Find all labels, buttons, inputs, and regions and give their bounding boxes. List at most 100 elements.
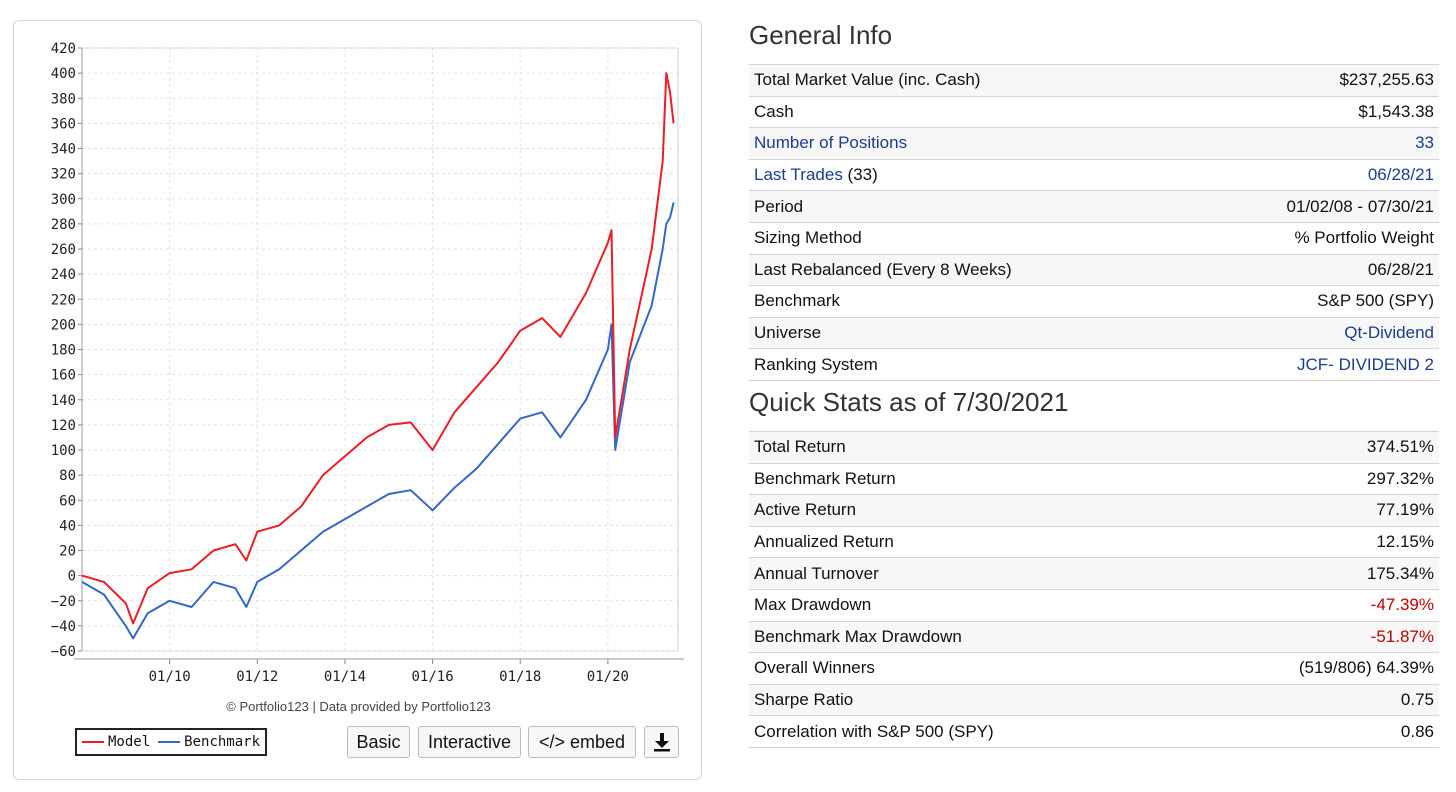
row-value: 06/28/21: [1183, 253, 1439, 287]
y-tick-label: 300: [51, 192, 76, 208]
row-label: Sizing Method: [749, 221, 1184, 255]
y-tick-label: 400: [51, 66, 76, 82]
row-label: Overall Winners: [749, 652, 1186, 685]
row-label: Number of Positions: [749, 127, 1184, 160]
legend-label-model: Model: [108, 734, 151, 750]
table-row: Last Rebalanced (Every 8 Weeks) 06/28/21: [749, 253, 1439, 287]
row-value: $1,543.38: [1183, 95, 1439, 129]
row-value: 77.19%: [1185, 494, 1439, 527]
row-value: 01/02/08 - 07/30/21: [1183, 190, 1439, 223]
row-label: Universe: [749, 316, 1184, 350]
table-row: Sharpe Ratio 0.75: [749, 683, 1439, 717]
row-value: 33: [1183, 127, 1439, 160]
y-tick-label: 160: [51, 368, 76, 384]
row-label: Total Market Value (inc. Cash): [749, 64, 1184, 97]
row-label: Total Return: [749, 431, 1186, 464]
quick-stats-title: Quick Stats as of 7/30/2021: [749, 387, 1069, 417]
row-value: S&P 500 (SPY): [1183, 285, 1439, 318]
ranking-system-link[interactable]: JCF- DIVIDEND 2: [1297, 354, 1434, 374]
y-tick-label: −40: [51, 619, 76, 635]
x-tick-label: 01/20: [587, 669, 629, 685]
x-tick-label: 01/18: [499, 669, 541, 685]
row-label: Benchmark Max Drawdown: [749, 620, 1186, 654]
row-value: -47.39%: [1185, 588, 1439, 622]
row-value: (519/806) 64.39%: [1185, 652, 1439, 685]
chart-copyright: © Portfolio123 | Data provided by Portfo…: [226, 699, 491, 714]
row-value: $237,255.63: [1183, 64, 1439, 97]
y-tick-label: 80: [59, 468, 76, 484]
table-row: Correlation with S&P 500 (SPY) 0.86: [749, 715, 1439, 748]
table-row: Universe Qt-Dividend: [749, 316, 1439, 350]
y-tick-label: 120: [51, 418, 76, 434]
series-line-benchmark: [81, 202, 675, 640]
plot-area: [81, 47, 679, 652]
x-tick-label: 01/14: [324, 669, 366, 685]
y-tick-label: 420: [51, 41, 76, 57]
y-tick-label: 320: [51, 167, 76, 183]
row-label: Benchmark Return: [749, 462, 1186, 496]
row-label: Ranking System: [749, 348, 1184, 381]
row-value: -51.87%: [1185, 620, 1439, 654]
universe-link[interactable]: Qt-Dividend: [1344, 323, 1434, 343]
y-tick-label: 100: [51, 443, 76, 459]
row-label: Correlation with S&P 500 (SPY): [749, 715, 1186, 748]
row-label: Period: [749, 190, 1184, 223]
series-line-model: [81, 72, 675, 625]
legend-swatch-benchmark: [158, 741, 181, 743]
table-row: Overall Winners (519/806) 64.39%: [749, 652, 1439, 685]
last-trades-count: (33): [842, 165, 878, 185]
embed-button[interactable]: </> embed: [528, 726, 636, 758]
table-row: Sizing Method % Portfolio Weight: [749, 221, 1439, 255]
general-info-table: Total Market Value (inc. Cash) $237,255.…: [749, 64, 1439, 381]
legend-label-benchmark: Benchmark: [184, 734, 261, 750]
performance-chart: −60 −40 −20 0 20 40 60 80 100 120 140 160 180 200 220 2…: [51, 41, 684, 685]
row-value: % Portfolio Weight: [1183, 221, 1439, 255]
row-value: 12.15%: [1185, 525, 1439, 559]
legend-swatch-model: [82, 741, 104, 743]
y-tick-label: 220: [51, 292, 76, 308]
number-of-positions-link[interactable]: Number of Positions: [754, 133, 908, 153]
table-row: Active Return 77.19%: [749, 494, 1439, 527]
general-info-title: General Info: [749, 20, 893, 50]
row-label: Annual Turnover: [749, 557, 1186, 590]
basic-button[interactable]: Basic: [347, 726, 410, 758]
table-row: Cash $1,543.38: [749, 95, 1439, 129]
y-tick-label: 60: [59, 493, 76, 509]
download-button[interactable]: [644, 726, 679, 758]
y-tick-label: 340: [51, 142, 76, 158]
table-row: Total Market Value (inc. Cash) $237,255.…: [749, 64, 1439, 97]
y-tick-label: −20: [51, 594, 76, 610]
x-tick-label: 01/10: [149, 669, 191, 685]
last-trades-link[interactable]: Last Trades: [754, 165, 843, 185]
y-tick-label: −60: [51, 644, 76, 660]
table-row: Number of Positions 33: [749, 127, 1439, 160]
y-tick-label: 200: [51, 317, 76, 333]
x-tick-label: 01/12: [236, 669, 278, 685]
table-row: Period 01/02/08 - 07/30/21: [749, 190, 1439, 223]
y-tick-label: 260: [51, 242, 76, 258]
y-tick-label: 0: [68, 569, 76, 585]
y-tick-label: 180: [51, 343, 76, 359]
table-row: Annual Turnover 175.34%: [749, 557, 1439, 590]
table-row: Ranking System JCF- DIVIDEND 2: [749, 348, 1439, 381]
row-value: 175.34%: [1185, 557, 1439, 590]
row-label: Last Rebalanced (Every 8 Weeks): [749, 253, 1184, 287]
row-value: JCF- DIVIDEND 2: [1183, 348, 1439, 381]
table-row: Last Trades (33) 06/28/21: [749, 158, 1439, 192]
interactive-button[interactable]: Interactive: [418, 726, 521, 758]
row-value: 0.86: [1185, 715, 1439, 748]
y-tick-label: 280: [51, 217, 76, 233]
row-label: Cash: [749, 95, 1184, 129]
y-tick-label: 140: [51, 393, 76, 409]
last-trades-date-link[interactable]: 06/28/21: [1367, 165, 1434, 185]
row-value: Qt-Dividend: [1183, 316, 1439, 350]
row-value: 374.51%: [1185, 431, 1439, 464]
chart-legend: Model Benchmark: [75, 728, 268, 756]
positions-count-link[interactable]: 33: [1415, 133, 1434, 153]
row-value: 0.75: [1185, 683, 1439, 717]
row-value: 06/28/21: [1183, 158, 1439, 192]
table-row: Max Drawdown -47.39%: [749, 588, 1439, 622]
table-row: Benchmark Max Drawdown -51.87%: [749, 620, 1439, 654]
y-tick-label: 20: [59, 544, 76, 560]
row-label: Max Drawdown: [749, 588, 1186, 622]
